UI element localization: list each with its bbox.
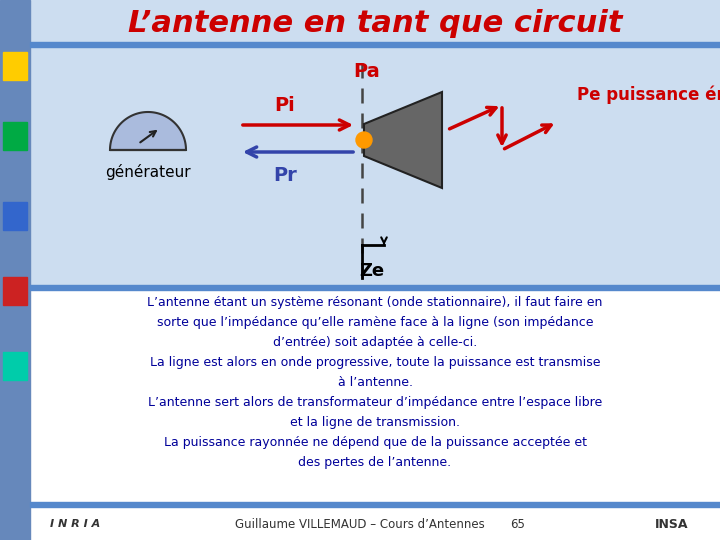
Bar	[30, 290, 720, 502]
Text: 65: 65	[510, 517, 525, 530]
Text: L’antenne en tant que circuit: L’antenne en tant que circuit	[127, 10, 622, 38]
Bar	[30, 285, 720, 290]
Text: générateur: générateur	[105, 164, 191, 180]
Bar	[30, 507, 720, 540]
Text: Guillaume VILLEMAUD – Cours d’Antennes: Guillaume VILLEMAUD – Cours d’Antennes	[235, 517, 485, 530]
Text: La puissance rayonnée ne dépend que de la puissance acceptée et: La puissance rayonnée ne dépend que de l…	[163, 436, 587, 449]
Bar	[30, 0, 720, 42]
Bar	[3, 202, 27, 230]
Text: L’antenne sert alors de transformateur d’impédance entre l’espace libre: L’antenne sert alors de transformateur d…	[148, 396, 602, 409]
Text: INSA: INSA	[655, 517, 689, 530]
Bar	[30, 47, 720, 285]
Polygon shape	[110, 112, 186, 150]
Text: des pertes de l’antenne.: des pertes de l’antenne.	[298, 456, 451, 469]
Text: La ligne est alors en onde progressive, toute la puissance est transmise: La ligne est alors en onde progressive, …	[150, 356, 600, 369]
Bar	[30, 502, 720, 507]
Text: L’antenne étant un système résonant (onde stationnaire), il faut faire en: L’antenne étant un système résonant (ond…	[148, 296, 603, 309]
Bar	[3, 52, 27, 80]
Polygon shape	[364, 92, 442, 188]
Text: Pi: Pi	[274, 96, 295, 115]
Text: à l’antenne.: à l’antenne.	[338, 376, 413, 389]
Bar	[0, 0, 30, 540]
Bar	[3, 352, 27, 380]
Text: et la ligne de transmission.: et la ligne de transmission.	[290, 416, 460, 429]
Circle shape	[356, 132, 372, 148]
Text: Pr: Pr	[273, 166, 297, 185]
Text: Pe puissance émise: Pe puissance émise	[577, 86, 720, 104]
Text: d’entrée) soit adaptée à celle-ci.: d’entrée) soit adaptée à celle-ci.	[273, 336, 477, 349]
Bar	[3, 277, 27, 305]
Text: I N R I A: I N R I A	[50, 519, 100, 529]
Text: Pa: Pa	[354, 62, 380, 81]
Text: sorte que l’impédance qu’elle ramène face à la ligne (son impédance: sorte que l’impédance qu’elle ramène fac…	[157, 316, 593, 329]
Bar	[3, 122, 27, 150]
Bar	[30, 42, 720, 47]
Text: Ze: Ze	[359, 262, 384, 280]
